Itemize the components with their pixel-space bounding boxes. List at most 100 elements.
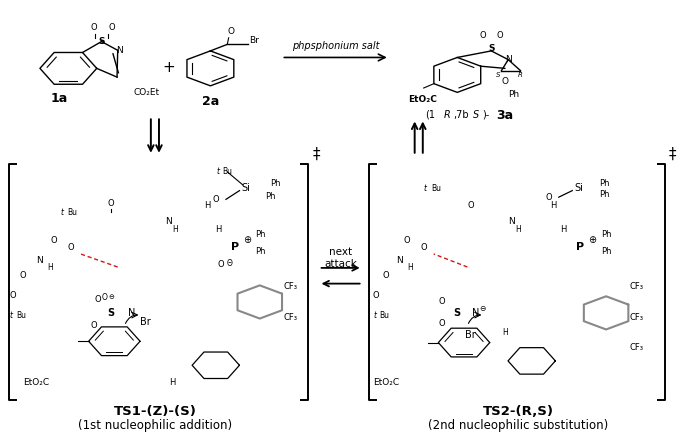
Text: t: t bbox=[60, 208, 64, 217]
Text: N: N bbox=[128, 308, 135, 318]
Text: O: O bbox=[403, 237, 410, 245]
Text: H: H bbox=[204, 201, 211, 210]
Text: 2a: 2a bbox=[202, 95, 219, 108]
Text: H: H bbox=[550, 201, 557, 210]
Text: Θ: Θ bbox=[226, 259, 232, 268]
Text: EtO₂C: EtO₂C bbox=[23, 378, 49, 387]
Text: O: O bbox=[108, 199, 114, 208]
Text: )-: )- bbox=[483, 110, 490, 120]
Text: TS1-(Z)-(S): TS1-(Z)-(S) bbox=[113, 406, 196, 418]
Text: S: S bbox=[107, 308, 115, 318]
Text: N: N bbox=[505, 55, 511, 64]
Text: N: N bbox=[116, 46, 123, 55]
Text: O: O bbox=[439, 297, 445, 306]
Text: Ph: Ph bbox=[255, 247, 265, 256]
Text: P: P bbox=[576, 242, 585, 252]
Text: O: O bbox=[10, 291, 16, 300]
Text: Ph: Ph bbox=[265, 192, 276, 201]
Text: O: O bbox=[213, 195, 219, 204]
Text: O: O bbox=[383, 271, 390, 280]
Text: (2nd nucleophilic substitution): (2nd nucleophilic substitution) bbox=[428, 419, 608, 431]
Text: O: O bbox=[101, 293, 107, 302]
Text: O: O bbox=[109, 22, 115, 32]
Text: Br: Br bbox=[250, 36, 259, 46]
Text: O: O bbox=[501, 77, 508, 86]
Text: ‡: ‡ bbox=[669, 147, 676, 162]
Text: ⊖: ⊖ bbox=[108, 294, 114, 300]
Text: H: H bbox=[168, 378, 175, 387]
Text: O: O bbox=[545, 193, 552, 201]
Text: O: O bbox=[227, 27, 234, 35]
Text: Ph: Ph bbox=[255, 230, 265, 239]
Text: Br: Br bbox=[140, 317, 151, 327]
Text: O: O bbox=[20, 271, 26, 280]
Text: O: O bbox=[420, 243, 427, 252]
Text: H: H bbox=[407, 262, 413, 272]
Text: Bu: Bu bbox=[16, 311, 26, 320]
Text: H: H bbox=[48, 262, 53, 272]
Text: Si: Si bbox=[242, 184, 251, 194]
Text: N: N bbox=[472, 308, 479, 318]
Text: O: O bbox=[218, 260, 225, 269]
Text: Ph: Ph bbox=[601, 247, 611, 256]
Text: t: t bbox=[424, 184, 427, 193]
Text: S: S bbox=[488, 44, 494, 53]
Text: N: N bbox=[37, 256, 43, 265]
Text: H: H bbox=[515, 225, 521, 233]
Text: Ph: Ph bbox=[508, 90, 519, 99]
Text: Ph: Ph bbox=[270, 179, 280, 188]
Text: Bu: Bu bbox=[380, 311, 390, 320]
Text: CF₃: CF₃ bbox=[629, 282, 644, 291]
Text: Si: Si bbox=[574, 184, 583, 194]
Text: R: R bbox=[444, 110, 450, 120]
Text: EtO₂C: EtO₂C bbox=[408, 95, 437, 103]
Text: ‡: ‡ bbox=[312, 147, 320, 162]
Text: 3a: 3a bbox=[496, 109, 513, 121]
Text: phpsphonium salt: phpsphonium salt bbox=[292, 41, 380, 51]
Text: (1: (1 bbox=[425, 110, 435, 120]
Text: attack: attack bbox=[324, 258, 357, 268]
Text: P: P bbox=[231, 242, 239, 252]
Text: N: N bbox=[508, 217, 515, 226]
Text: N: N bbox=[397, 256, 403, 265]
Text: H: H bbox=[172, 225, 178, 233]
Text: R: R bbox=[518, 72, 523, 78]
Text: S: S bbox=[98, 37, 105, 46]
Text: H: H bbox=[502, 328, 507, 337]
Text: CF₃: CF₃ bbox=[283, 313, 297, 322]
Text: O: O bbox=[439, 319, 445, 328]
Text: S: S bbox=[454, 308, 461, 318]
Text: EtO₂C: EtO₂C bbox=[373, 378, 399, 387]
Text: Br: Br bbox=[465, 330, 476, 340]
Text: S: S bbox=[473, 110, 479, 120]
Text: t: t bbox=[216, 167, 219, 177]
Text: t: t bbox=[10, 311, 13, 320]
Text: Ph: Ph bbox=[600, 179, 610, 188]
Text: H: H bbox=[215, 226, 221, 234]
Text: S: S bbox=[496, 72, 500, 78]
Text: CF₃: CF₃ bbox=[629, 343, 644, 352]
Text: O: O bbox=[50, 237, 57, 245]
Text: ⊖: ⊖ bbox=[479, 304, 485, 313]
Text: CF₃: CF₃ bbox=[629, 313, 644, 322]
Text: Ph: Ph bbox=[601, 230, 611, 239]
Text: O: O bbox=[90, 22, 96, 32]
Text: CO₂Et: CO₂Et bbox=[134, 88, 160, 97]
Text: CF₃: CF₃ bbox=[283, 282, 297, 291]
Text: O: O bbox=[480, 31, 487, 40]
Text: next: next bbox=[329, 247, 352, 257]
Text: +: + bbox=[162, 60, 175, 74]
Text: Bu: Bu bbox=[432, 184, 441, 193]
Text: t: t bbox=[373, 311, 376, 320]
Text: O: O bbox=[468, 201, 474, 210]
Text: O: O bbox=[94, 295, 100, 304]
Text: N: N bbox=[165, 217, 172, 226]
Text: TS2-(R,S): TS2-(R,S) bbox=[483, 406, 553, 418]
Text: Bu: Bu bbox=[67, 208, 77, 217]
Text: Ph: Ph bbox=[600, 191, 610, 199]
Text: Bu: Bu bbox=[223, 167, 233, 177]
Text: O: O bbox=[91, 321, 97, 330]
Text: ⊕: ⊕ bbox=[589, 234, 597, 244]
Text: O: O bbox=[496, 31, 502, 40]
Text: H: H bbox=[560, 226, 567, 234]
